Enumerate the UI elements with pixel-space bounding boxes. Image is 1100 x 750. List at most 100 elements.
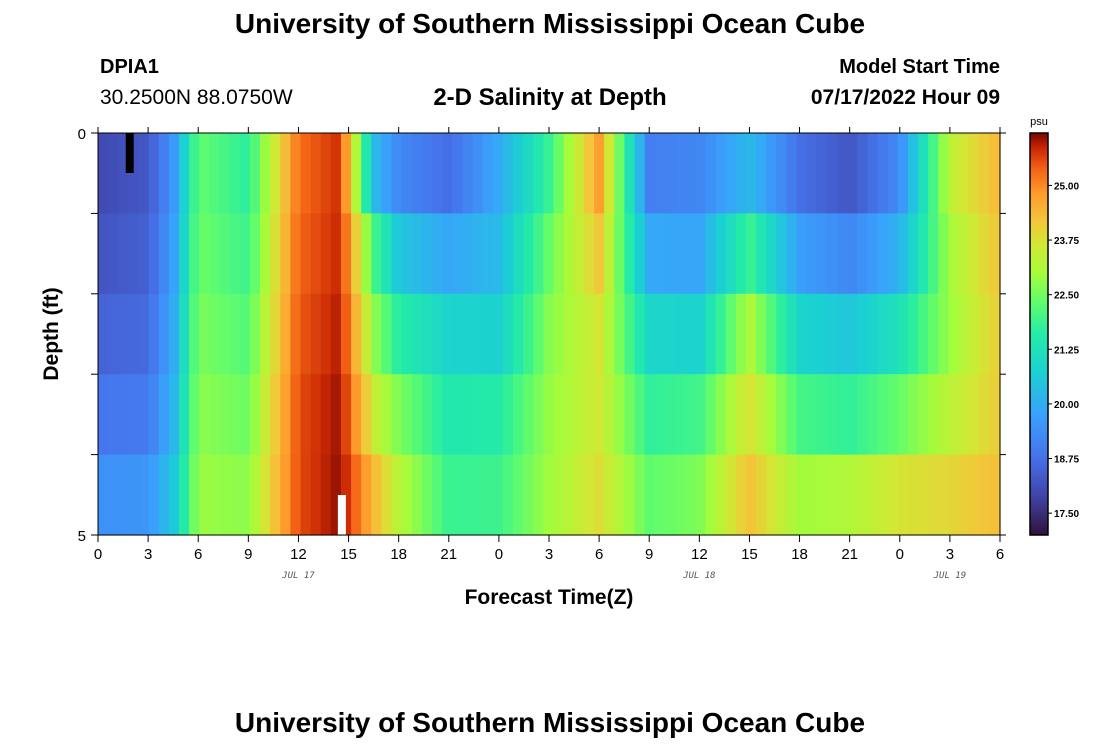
footer-title: University of Southern Mississippi Ocean…	[234, 707, 866, 738]
heatmap-cell	[492, 133, 504, 214]
heatmap-cell	[199, 213, 210, 295]
heatmap-cell	[938, 293, 949, 375]
heatmap-cell	[371, 454, 383, 536]
heatmap-cell	[928, 293, 939, 375]
heatmap-cell	[918, 133, 929, 214]
x-tick-label: 18	[791, 546, 808, 563]
heatmap-cells	[98, 133, 1001, 536]
heatmap-cell	[776, 454, 787, 536]
heatmap-cell	[168, 374, 180, 456]
heatmap-cell	[178, 213, 190, 295]
heatmap-cell	[705, 454, 717, 536]
heatmap-cell	[421, 293, 433, 375]
heatmap-cell	[158, 293, 170, 375]
heatmap-cell	[209, 133, 221, 214]
x-tick-label: 9	[645, 546, 653, 563]
heatmap-cell	[290, 293, 302, 375]
heatmap-cell	[968, 293, 980, 375]
heatmap-cell	[654, 374, 666, 456]
heatmap-cell	[270, 213, 281, 295]
x-date-label: JUL 19	[933, 571, 967, 581]
heatmap-cell	[118, 213, 129, 295]
colorbar-tick-label: 17.50	[1054, 509, 1079, 520]
heatmap-cell	[725, 133, 737, 214]
heatmap-cell	[837, 454, 848, 536]
heatmap-cell	[290, 213, 302, 295]
heatmap-cell	[918, 454, 929, 536]
heatmap-cell	[462, 213, 474, 295]
heatmap-cell	[675, 133, 686, 214]
heatmap-cell	[685, 454, 696, 536]
x-tick-label: 18	[390, 546, 407, 563]
heatmap-cell	[776, 213, 787, 295]
heatmap-cell	[330, 213, 342, 295]
heatmap-cell	[249, 213, 261, 295]
heatmap-cell	[573, 213, 585, 295]
heatmap-cell	[988, 213, 1000, 295]
heatmap-cell	[421, 133, 433, 214]
heatmap-cell	[877, 454, 889, 536]
heatmap-cell	[695, 374, 706, 456]
heatmap-cell	[280, 133, 291, 214]
heatmap-cell	[340, 213, 352, 295]
heatmap-cell	[340, 454, 352, 536]
heatmap-cell	[118, 374, 129, 456]
heatmap-cell	[280, 293, 291, 375]
heatmap-cell	[148, 213, 160, 295]
heatmap-cell	[644, 213, 656, 295]
y-tick-label: 5	[78, 528, 86, 545]
heatmap-cell	[543, 454, 555, 536]
x-tick-label: 15	[741, 546, 758, 563]
x-tick-label: 0	[495, 546, 503, 563]
heatmap-cell	[492, 374, 504, 456]
heatmap-cell	[108, 133, 119, 214]
heatmap-cell	[442, 293, 453, 375]
heatmap-cell	[583, 213, 595, 295]
heatmap-cell	[816, 133, 828, 214]
heatmap-cell	[138, 454, 150, 536]
heatmap-cell	[604, 374, 615, 456]
heatmap-cell	[361, 293, 372, 375]
heatmap-cell	[563, 374, 575, 456]
heatmap-cell	[725, 454, 737, 536]
heatmap-cell	[189, 213, 200, 295]
heatmap-cell	[361, 213, 372, 295]
heatmap-cell	[675, 374, 686, 456]
heatmap-cell	[543, 374, 555, 456]
heatmap-marker	[337, 495, 346, 535]
heatmap-cell	[199, 454, 210, 536]
heatmap-cell	[108, 454, 119, 536]
heatmap-cell	[948, 293, 960, 375]
heatmap-cell	[482, 293, 494, 375]
heatmap-cell	[442, 213, 453, 295]
heatmap-cell	[189, 454, 200, 536]
heatmap-cell	[988, 454, 1000, 536]
heatmap-cell	[371, 374, 383, 456]
heatmap-cell	[158, 133, 170, 214]
heatmap-cell	[563, 454, 575, 536]
heatmap-cell	[664, 293, 676, 375]
heatmap-cell	[907, 213, 919, 295]
heatmap-cell	[877, 133, 889, 214]
heatmap-cell	[300, 454, 312, 536]
heatmap-cell	[513, 133, 524, 214]
heatmap-cell	[695, 213, 706, 295]
heatmap-cell	[847, 293, 858, 375]
x-tick-label: 6	[194, 546, 202, 563]
heatmap-cell	[837, 293, 848, 375]
heatmap-cell	[371, 213, 383, 295]
heatmap-cell	[330, 374, 342, 456]
heatmap-cell	[340, 374, 352, 456]
heatmap-cell	[837, 213, 848, 295]
model-start-value: 07/17/2022 Hour 09	[810, 86, 1000, 109]
heatmap-cell	[482, 133, 494, 214]
x-date-label: JUL 17	[281, 571, 315, 581]
heatmap-cell	[705, 133, 717, 214]
heatmap-cell	[128, 133, 140, 214]
heatmap-cell	[421, 454, 433, 536]
heatmap-cell	[604, 213, 615, 295]
heatmap-cell	[462, 293, 474, 375]
heatmap-cell	[664, 454, 676, 536]
heatmap-cell	[351, 293, 362, 375]
heatmap-cell	[664, 374, 676, 456]
